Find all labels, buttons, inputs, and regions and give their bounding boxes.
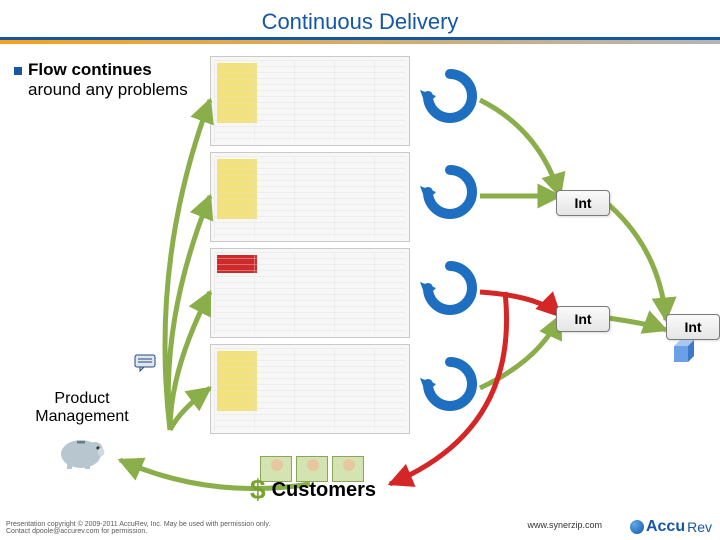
piggy-bank-icon [55,430,109,470]
footer-url: www.synerzip.com [527,520,602,530]
build-cube-icon [670,340,698,364]
flow-arrow [168,196,210,430]
flow-stage-box [210,248,410,338]
flow-stage-box [210,56,410,146]
flow-arrow [480,100,560,196]
product-management-label: Product Management [12,390,152,426]
product-management-block: Product Management [12,390,152,470]
flow-arrow [170,292,210,430]
iteration-loop-arrow-icon [420,258,480,318]
customers-label: Customers [272,479,376,502]
bullet-strong: Flow continues [28,60,152,79]
customers-block: $ Customers [250,474,376,506]
dollar-icon: $ [250,474,266,506]
page-title: Continuous Delivery [262,9,459,35]
iteration-loop-arrow-icon [420,354,480,414]
accurev-logo-text-2: Rev [687,519,712,535]
bullet-marker [14,67,22,75]
bullet-rest: around any problems [28,80,188,100]
int-badge: Int [666,314,720,340]
accurev-logo-text-1: Accu [646,518,685,536]
int-badge: Int [556,306,610,332]
chat-bubble-icon [134,354,156,377]
copyright-text: Presentation copyright © 2009-2011 AccuR… [6,521,286,536]
flow-stage-box [210,152,410,242]
accurev-logo-ball-icon [630,520,644,534]
iteration-loop-arrow-icon [420,162,480,222]
iteration-loop-arrow-icon [420,66,480,126]
flow-arrow [608,204,666,320]
flow-arrow [480,316,560,388]
title-accent-bar [0,40,720,44]
flow-stage-box [210,344,410,434]
accurev-logo: AccuRev [630,518,712,536]
flow-arrow [165,100,210,430]
bullet-flow-continues: Flow continues around any problems [14,60,204,100]
flow-arrow [608,318,666,330]
blocked-flow-arrow [480,292,560,316]
flow-arrow [170,388,210,430]
int-badge: Int [556,190,610,216]
